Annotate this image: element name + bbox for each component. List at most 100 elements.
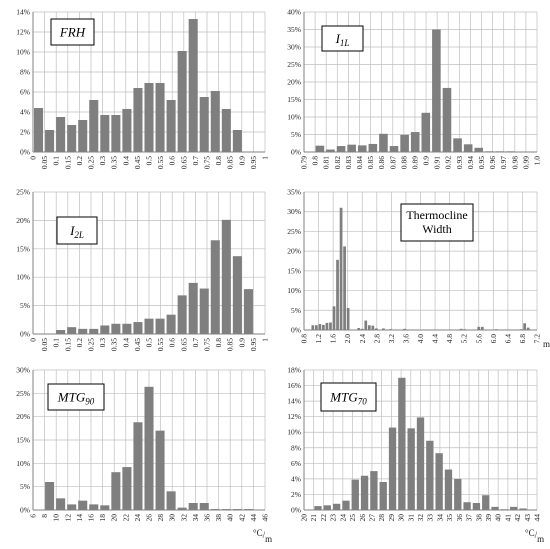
y-tick-label: 4%: [20, 108, 30, 117]
bar: [144, 318, 154, 334]
x-tick-label: 0.8: [214, 156, 223, 166]
bar: [375, 328, 378, 330]
y-tick-label: 0%: [291, 326, 301, 335]
bar: [400, 134, 409, 152]
x-tick-label: 0.5: [145, 338, 154, 348]
y-tick-label: 0%: [20, 148, 30, 157]
y-tick-label: 15%: [287, 95, 301, 104]
x-tick-label: 0.99: [521, 156, 530, 169]
bar: [122, 323, 132, 334]
x-tick-label: 0.45: [133, 338, 142, 351]
x-tick-label: 29: [387, 514, 396, 522]
y-tick-label: 12%: [16, 28, 30, 37]
x-tick-label: 0.55: [156, 156, 165, 169]
bar: [166, 314, 176, 334]
bar: [78, 328, 88, 334]
x-tick-label: 22: [121, 514, 130, 522]
x-tick-label: 40: [226, 514, 235, 522]
x-tick-label: 32: [179, 514, 188, 522]
x-tick-label: 28: [156, 514, 165, 522]
x-tick-label: 5.2: [460, 334, 469, 344]
bar: [144, 386, 154, 510]
x-tick-label: 0.7: [191, 338, 200, 348]
bar: [379, 482, 387, 510]
y-tick-label: 5%: [20, 301, 30, 310]
bar: [463, 144, 473, 152]
bar: [34, 108, 44, 152]
bar: [332, 503, 341, 510]
x-tick-label: 0.91: [433, 156, 442, 169]
x-tick-label: 4.4: [431, 334, 440, 344]
x-tick-label: 34: [191, 514, 200, 522]
x-tick-label: 0.92: [444, 156, 453, 169]
x-tick-label: 0.75: [203, 338, 212, 351]
x-tick-label: 3.6: [401, 334, 410, 344]
bar: [111, 115, 121, 152]
x-tick-label: 1.2: [314, 334, 323, 344]
x-tick-label: 44: [533, 514, 542, 522]
frh-histogram: 0%2%4%6%8%10%12%14%0 0.05 0.1 0.15 0.2 0.25 0.…: [16, 8, 269, 170]
y-tick-label: 18%: [287, 366, 301, 375]
x-tick-label: 0.2: [75, 156, 84, 166]
bar: [453, 138, 462, 152]
y-tick-label: 12%: [287, 412, 301, 421]
bar: [166, 491, 176, 510]
bar: [45, 482, 55, 510]
x-tick-label: 39: [484, 514, 493, 522]
bar: [416, 417, 425, 510]
bar: [188, 19, 198, 152]
x-tick-label: 0.79: [300, 156, 309, 169]
x-tick-label: 6.4: [503, 334, 512, 344]
bar: [155, 83, 165, 152]
x-tick-label: 3.2: [387, 334, 396, 344]
bar: [407, 428, 415, 510]
x-tick-label: 0.9: [237, 156, 246, 166]
bar: [67, 125, 77, 152]
x-tick-label: 0.9: [237, 338, 246, 348]
bar: [421, 112, 431, 152]
title-box: [400, 203, 474, 242]
y-tick-label: 14%: [16, 8, 30, 17]
x-tick-label: 0.8: [214, 338, 223, 348]
x-tick-label: 0.7: [191, 156, 200, 166]
bar: [482, 495, 490, 510]
bar: [166, 100, 176, 152]
mtg90-histogram: 0% 5% 10% 15% 20% 25% 30% 6 8 10 12 14 16 18 20 22 24 26 2…: [16, 366, 272, 545]
bar: [357, 145, 367, 152]
chart-title: MTG90: [57, 390, 95, 407]
x-tick-label: 0.05: [40, 338, 49, 351]
x-tick-label: 0.95: [477, 156, 486, 169]
x-tick-label: 0.4: [121, 156, 130, 166]
thermocline-width-histogram: 0% 5% 10% 15% 20% 25% 30% 35% 0.8 1.2 1.6 2.0 2.4 2.8…: [287, 188, 550, 350]
x-tick-label: 6: [29, 514, 38, 518]
bar: [56, 498, 66, 510]
bar: [318, 324, 322, 330]
bar: [177, 295, 187, 334]
bar: [510, 506, 518, 510]
y-tick-label: 14%: [287, 397, 301, 406]
y-tick-label: 15%: [16, 436, 30, 445]
x-tick-label: 0.98: [510, 156, 519, 169]
x-tick-label: 23: [329, 514, 338, 522]
x-tick-label: 0.84: [355, 156, 364, 169]
x-tick-label: 28: [377, 514, 386, 522]
bar: [122, 467, 132, 510]
bar: [155, 430, 165, 510]
y-tick-label: 0%: [291, 506, 301, 515]
x-tick-label: 24: [338, 514, 347, 522]
x-tick-label: 0.15: [63, 156, 72, 169]
bar: [322, 324, 325, 330]
bar: [342, 500, 350, 510]
x-tick-label: 0.1: [52, 156, 61, 166]
y-tick-label: 35%: [287, 188, 301, 197]
bar: [442, 87, 452, 152]
bar: [144, 83, 154, 152]
bar: [351, 479, 359, 510]
y-tick-label: 6%: [20, 88, 30, 97]
bar: [323, 505, 331, 510]
x-tick-label: 0.94: [466, 156, 475, 169]
bar: [221, 109, 231, 152]
y-tick-label: 8%: [20, 68, 30, 77]
bar: [403, 328, 406, 330]
bar: [199, 288, 209, 334]
